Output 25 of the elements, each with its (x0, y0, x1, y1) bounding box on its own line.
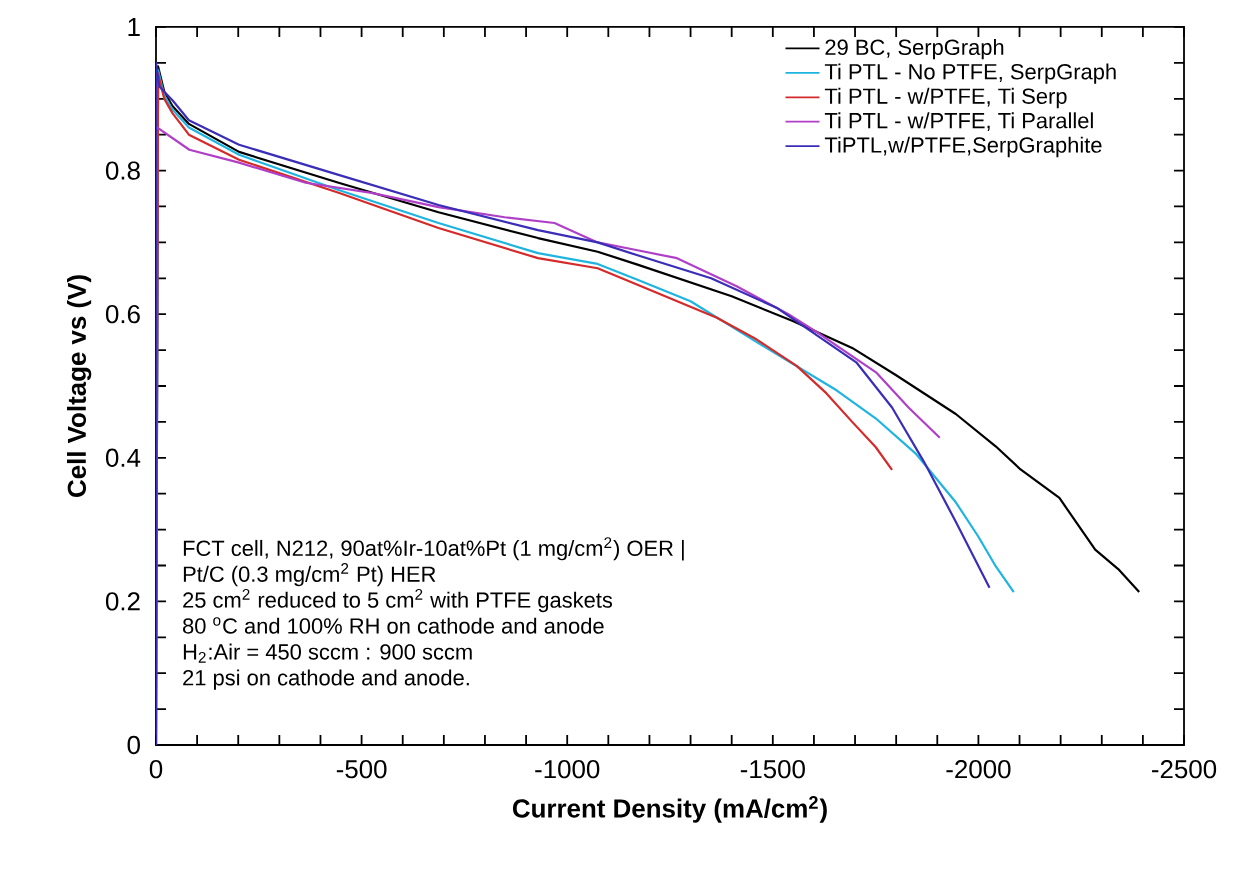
x-tick-label: -1500 (740, 760, 805, 779)
annotation: H$_{2}$:Air = 450 sccm : 900 sccm (183, 643, 472, 663)
y-tick-label: 0.4 (105, 448, 141, 467)
legend-label: Ti PTL - w/PTFE, Ti Parallel (824, 112, 1093, 131)
legend-label: 29 BC, SerpGraph (825, 38, 1004, 60)
annotation: 25 cm$^{2}$ reduced to 5 cm$^{2}$ with PTFE gaskets (183, 588, 613, 613)
legend-label: Ti PTL - No PTFE, SerpGraph (824, 63, 1116, 84)
x-tick-label: -500 (336, 760, 387, 779)
x-axis-title: Current Density (mA/cm$^{2}$) (512, 796, 827, 823)
y-tick-label: 0.2 (105, 592, 140, 611)
annotation: Pt/C (0.3 mg/cm$^{2}$ Pt) HER (183, 563, 436, 587)
x-tick-label: -2000 (946, 760, 1011, 779)
legend-label: TiPTL,w/PTFE,SerpGraphite (824, 136, 1102, 158)
y-tick-label: 0 (127, 735, 140, 755)
annotation: FCT cell, N212, 90at%Ir-10at%Pt (1 mg/cm$^{2}$) OER | (183, 537, 684, 561)
y-axis-title: Cell Voltage vs (V) (66, 275, 92, 497)
y-tick-label: 0.6 (105, 305, 140, 324)
x-tick-label: -2500 (1152, 760, 1217, 779)
legend-label: Ti PTL - w/PTFE, Ti Serp (824, 87, 1067, 109)
x-tick-label: -1000 (535, 760, 600, 779)
y-tick-label: 0.8 (105, 161, 140, 180)
annotation: 21 psi on cathode and anode. (183, 669, 469, 690)
x-tick-label: 0 (149, 760, 163, 779)
annotation: 80 $^{o}$C and 100% RH on cathode and anode (183, 617, 604, 634)
y-tick-label: 1 (128, 18, 140, 36)
